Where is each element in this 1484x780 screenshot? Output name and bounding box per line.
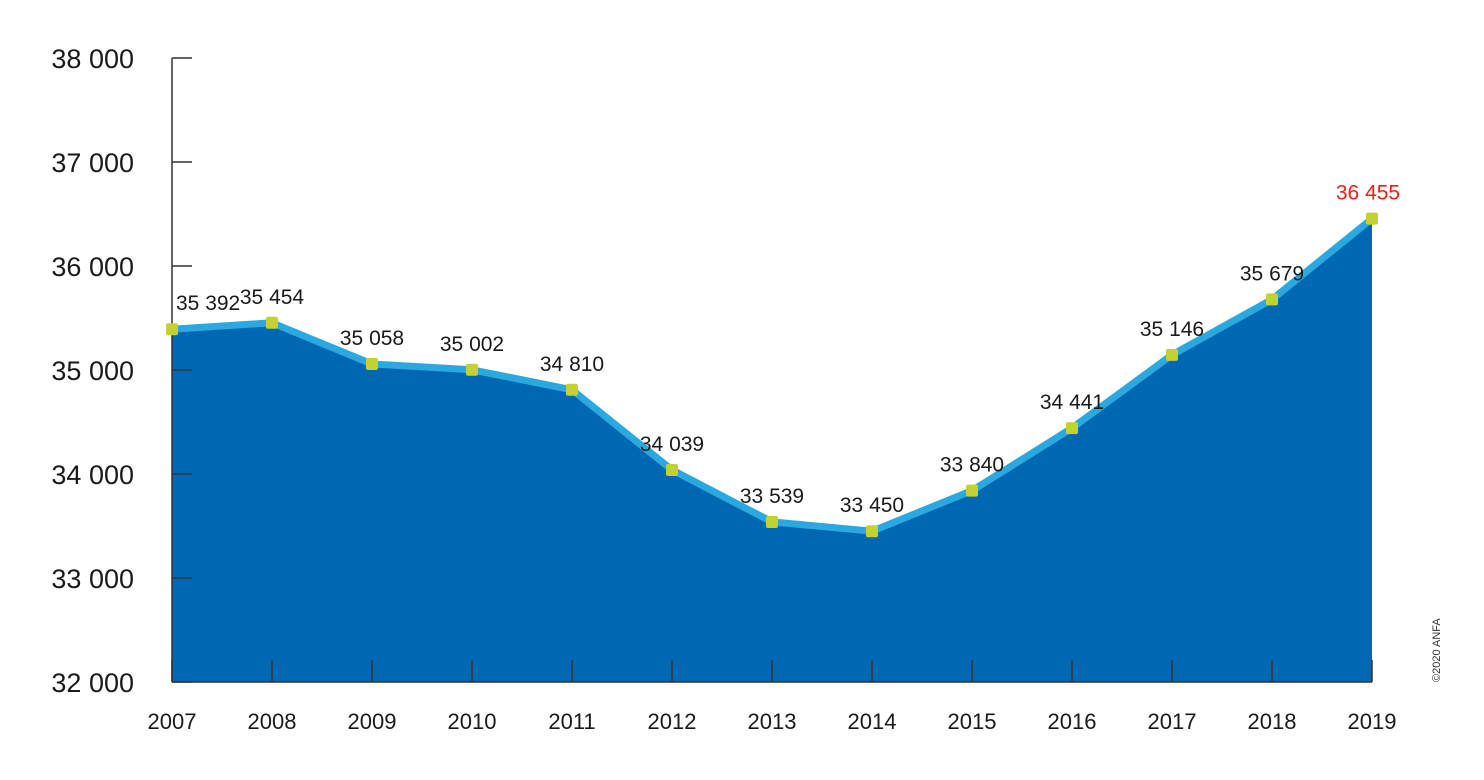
x-tick-label: 2011 xyxy=(548,709,595,734)
data-point-marker xyxy=(666,463,678,476)
y-tick-label: 37 000 xyxy=(51,148,134,178)
x-tick-labels: 2007 2008 2009 2010 2011 2012 2013 2014 2015 2016… xyxy=(148,709,1397,734)
data-point-marker xyxy=(966,484,978,497)
x-tick-label: 2016 xyxy=(1048,709,1097,734)
data-label: 35 679 xyxy=(1240,262,1304,285)
data-point-marker xyxy=(166,323,178,336)
x-tick-label: 2012 xyxy=(648,709,697,734)
data-label-highlight: 36 455 xyxy=(1336,182,1400,205)
data-point-marker xyxy=(1166,348,1178,361)
x-tick-label: 2008 xyxy=(248,709,297,734)
data-label: 34 039 xyxy=(640,433,704,456)
x-tick-label: 2015 xyxy=(948,709,997,734)
data-label: 35 002 xyxy=(440,333,504,356)
data-point-marker xyxy=(1266,293,1278,306)
data-point-marker xyxy=(1066,422,1078,435)
data-point-marker xyxy=(1366,212,1378,225)
data-label: 33 840 xyxy=(940,454,1004,477)
y-tick-label: 34 000 xyxy=(51,460,134,490)
data-label: 33 450 xyxy=(840,494,904,517)
y-tick-label: 38 000 xyxy=(51,44,134,74)
data-label: 33 539 xyxy=(740,485,804,508)
area-layer xyxy=(171,215,1375,682)
data-label: 34 810 xyxy=(540,353,604,376)
data-label: 35 392 xyxy=(176,292,240,315)
y-tick-label: 33 000 xyxy=(51,564,134,594)
y-tick-label: 35 000 xyxy=(51,356,134,386)
data-label: 35 454 xyxy=(240,286,305,309)
x-tick-label: 2009 xyxy=(348,709,397,734)
data-point-marker xyxy=(466,363,478,376)
area-fill xyxy=(172,218,1372,682)
data-labels: 35 392 35 454 35 058 35 002 34 810 34 039 33 5… xyxy=(176,182,1400,518)
data-point-marker xyxy=(766,515,778,528)
data-label: 35 058 xyxy=(340,327,404,350)
x-tick-label: 2017 xyxy=(1148,709,1197,734)
x-tick-label: 2018 xyxy=(1248,709,1297,734)
x-tick-label: 2013 xyxy=(748,709,797,734)
data-point-marker xyxy=(866,525,878,538)
axes xyxy=(171,57,1373,683)
data-point-marker xyxy=(266,316,278,329)
y-tick-labels: 32 000 33 000 34 000 35 000 36 000 37 000 38 0… xyxy=(51,44,134,698)
data-point-marker xyxy=(566,383,578,396)
x-tick-label: 2014 xyxy=(848,709,897,734)
x-tick-label: 2010 xyxy=(448,709,497,734)
y-tick-label: 36 000 xyxy=(51,252,134,282)
x-tick-label: 2007 xyxy=(148,709,197,734)
y-tick-label: 32 000 xyxy=(51,668,134,698)
data-point-marker xyxy=(366,357,378,370)
data-label: 34 441 xyxy=(1040,391,1104,414)
x-tick-label: 2019 xyxy=(1348,709,1397,734)
data-label: 35 146 xyxy=(1140,318,1204,341)
markers xyxy=(166,212,1378,538)
copyright-text: ©2020 ANFA xyxy=(1431,618,1443,682)
